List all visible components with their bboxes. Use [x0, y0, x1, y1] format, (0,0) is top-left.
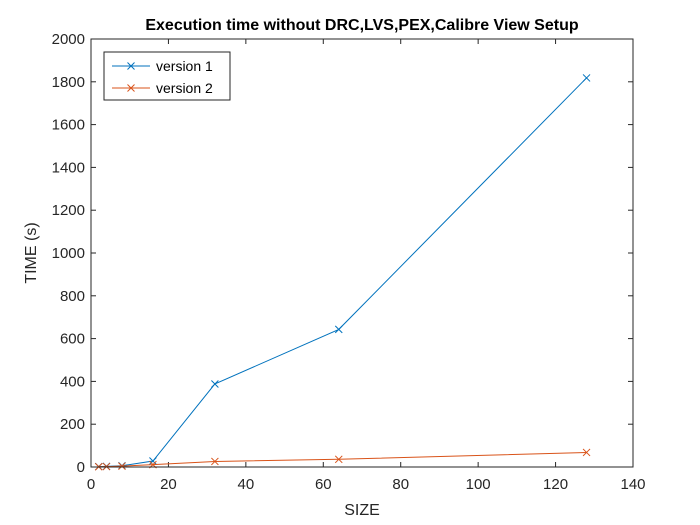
data-point-series-2 — [211, 457, 219, 466]
legend-box — [103, 51, 231, 101]
y-tick-label: 1000 — [52, 245, 85, 262]
x-tick-label: 140 — [620, 476, 645, 493]
data-point-series-2 — [582, 448, 591, 457]
x-tick-label: 60 — [315, 476, 332, 493]
y-tick-label: 1200 — [52, 202, 85, 219]
y-tick-label: 0 — [77, 459, 85, 476]
chart-title: Execution time without DRC,LVS,PEX,Calib… — [145, 17, 578, 34]
y-tick-label: 600 — [60, 331, 85, 348]
y-tick-label: 400 — [60, 373, 85, 390]
legend-marker-2 — [127, 84, 135, 92]
data-point-series-2 — [118, 462, 126, 470]
x-tick-label: 80 — [392, 476, 409, 493]
data-point-series-1 — [149, 457, 157, 465]
data-point-series-2 — [334, 455, 343, 464]
series-line-2 — [98, 451, 587, 468]
y-tick-label: 1800 — [52, 74, 85, 91]
y-tick-label: 800 — [60, 288, 85, 305]
data-point-series-1 — [211, 380, 219, 388]
x-tick-label: 100 — [466, 476, 491, 493]
y-axis-label: TIME (s) — [23, 222, 40, 283]
y-tick-label: 200 — [60, 416, 85, 433]
x-tick-label: 120 — [543, 476, 568, 493]
x-axis-ticks: 0 20 40 60 80 100 120 140 — [87, 39, 646, 493]
x-tick-label: 20 — [160, 476, 177, 493]
data-point-series-1 — [582, 74, 591, 82]
y-tick-label: 1600 — [52, 117, 85, 134]
series-layer — [94, 74, 591, 471]
plot-frame — [90, 38, 634, 468]
legend-marker-1 — [127, 62, 135, 70]
legend: version 1 version 2 — [103, 51, 231, 101]
y-tick-label: 1400 — [52, 159, 85, 176]
data-point-series-1 — [334, 325, 343, 334]
y-tick-label: 2000 — [52, 31, 85, 48]
x-tick-label: 40 — [238, 476, 255, 493]
legend-label-2: version 2 — [156, 80, 213, 96]
y-axis-ticks: 0 200 400 600 800 1000 1200 1400 1600 1800 2000 — [52, 31, 633, 476]
legend-label-1: version 1 — [156, 58, 213, 74]
series-line-1 — [98, 77, 587, 468]
x-axis-label: SIZE — [344, 502, 380, 519]
x-tick-label: 0 — [87, 476, 95, 493]
